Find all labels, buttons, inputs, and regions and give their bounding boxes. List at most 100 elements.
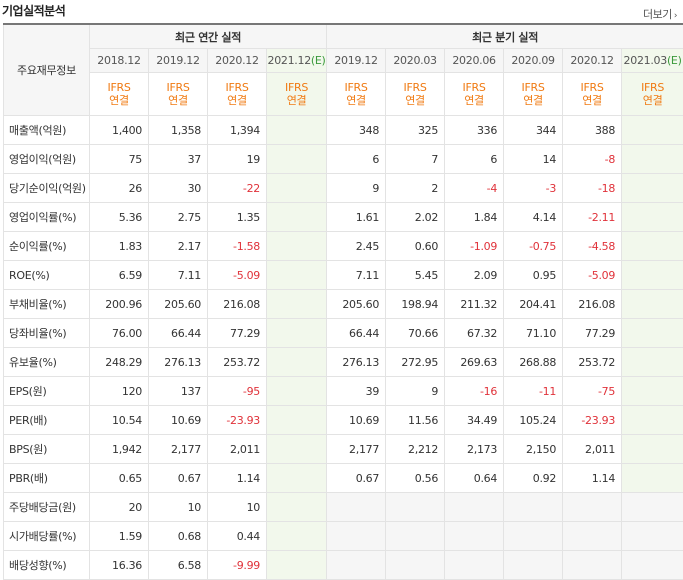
- quarter-value: 1.84: [445, 203, 504, 232]
- period-annual-2: 2020.12: [208, 49, 267, 73]
- quarter-value: 205.60: [327, 290, 386, 319]
- standard-consolidated: 연결: [622, 94, 683, 107]
- annual-value: 253.72: [208, 348, 267, 377]
- quarter-value: -5.09: [563, 261, 622, 290]
- quarter-value: 10.69: [327, 406, 386, 435]
- annual-value: -95: [208, 377, 267, 406]
- quarter-value: 6: [327, 145, 386, 174]
- annual-value: [267, 493, 327, 522]
- annual-value: 2.75: [149, 203, 208, 232]
- quarter-value: 2,173: [445, 435, 504, 464]
- quarter-value: 198.94: [386, 290, 445, 319]
- section-header: 기업실적분석 더보기›: [0, 0, 683, 22]
- group-annual: 최근 연간 실적: [90, 24, 327, 49]
- standard-consolidated: 연결: [208, 94, 266, 107]
- quarter-value: -23.93: [563, 406, 622, 435]
- quarter-value: [327, 493, 386, 522]
- annual-value: 0.67: [149, 464, 208, 493]
- period-label: 2019.12: [334, 54, 377, 67]
- annual-value: 2.17: [149, 232, 208, 261]
- period-label: 2020.12: [215, 54, 258, 67]
- period-quarter-5: 2021.03(E): [622, 49, 683, 73]
- row-label: PBR(배): [4, 464, 90, 493]
- standard-consolidated: 연결: [327, 94, 385, 107]
- quarter-value: [622, 145, 683, 174]
- annual-value: [267, 290, 327, 319]
- quarter-value: [622, 377, 683, 406]
- section-title: 기업실적분석: [2, 2, 65, 19]
- quarter-value: 0.56: [386, 464, 445, 493]
- quarter-value: 0.64: [445, 464, 504, 493]
- quarter-value: 388: [563, 116, 622, 145]
- annual-value: 0.68: [149, 522, 208, 551]
- period-label: 2021.12: [268, 54, 311, 67]
- quarter-value: 9: [386, 377, 445, 406]
- quarter-value: 2.02: [386, 203, 445, 232]
- annual-value: [267, 348, 327, 377]
- quarter-value: [445, 493, 504, 522]
- row-label: BPS(원): [4, 435, 90, 464]
- annual-value: 76.00: [90, 319, 149, 348]
- period-label: 2020.03: [393, 54, 436, 67]
- annual-value: [267, 232, 327, 261]
- annual-value: 7.11: [149, 261, 208, 290]
- annual-value: 1,400: [90, 116, 149, 145]
- quarter-value: 0.60: [386, 232, 445, 261]
- row-label: 주당배당금(원): [4, 493, 90, 522]
- quarter-value: 344: [504, 116, 563, 145]
- period-label: 2021.03: [624, 54, 667, 67]
- annual-value: [267, 406, 327, 435]
- standard-consolidated: 연결: [445, 94, 503, 107]
- annual-value: [267, 145, 327, 174]
- annual-value: 120: [90, 377, 149, 406]
- quarter-value: 4.14: [504, 203, 563, 232]
- row-label: PER(배): [4, 406, 90, 435]
- standard-ifrs: IFRS: [90, 81, 148, 94]
- annual-value: 1.14: [208, 464, 267, 493]
- annual-value: 2,011: [208, 435, 267, 464]
- quarter-value: [622, 203, 683, 232]
- standard-ifrs: IFRS: [208, 81, 266, 94]
- quarter-value: [445, 522, 504, 551]
- annual-value: [267, 261, 327, 290]
- annual-value: -9.99: [208, 551, 267, 580]
- quarter-value: 6: [445, 145, 504, 174]
- annual-value: 37: [149, 145, 208, 174]
- quarter-value: 0.92: [504, 464, 563, 493]
- annual-value: 205.60: [149, 290, 208, 319]
- quarter-value: 269.63: [445, 348, 504, 377]
- quarter-value: 253.72: [563, 348, 622, 377]
- quarter-value: 268.88: [504, 348, 563, 377]
- period-quarter-4: 2020.12: [563, 49, 622, 73]
- standard-consolidated: 연결: [563, 94, 621, 107]
- annual-value: [267, 551, 327, 580]
- standard-consolidated: 연결: [90, 94, 148, 107]
- annual-value: -23.93: [208, 406, 267, 435]
- annual-value: 10: [149, 493, 208, 522]
- annual-value: 216.08: [208, 290, 267, 319]
- quarter-value: 2.09: [445, 261, 504, 290]
- annual-value: 19: [208, 145, 267, 174]
- quarter-value: [504, 522, 563, 551]
- annual-value: [267, 319, 327, 348]
- quarter-value: 272.95: [386, 348, 445, 377]
- period-quarter-0: 2019.12: [327, 49, 386, 73]
- row-label: 부채비율(%): [4, 290, 90, 319]
- standard-ifrs: IFRS: [149, 81, 207, 94]
- annual-value: 1,942: [90, 435, 149, 464]
- quarter-value: [622, 319, 683, 348]
- annual-value: 30: [149, 174, 208, 203]
- standard-ifrs: IFRS: [386, 81, 444, 94]
- more-link[interactable]: 더보기›: [643, 6, 677, 22]
- period-label: 2019.12: [156, 54, 199, 67]
- period-label: 2020.06: [452, 54, 495, 67]
